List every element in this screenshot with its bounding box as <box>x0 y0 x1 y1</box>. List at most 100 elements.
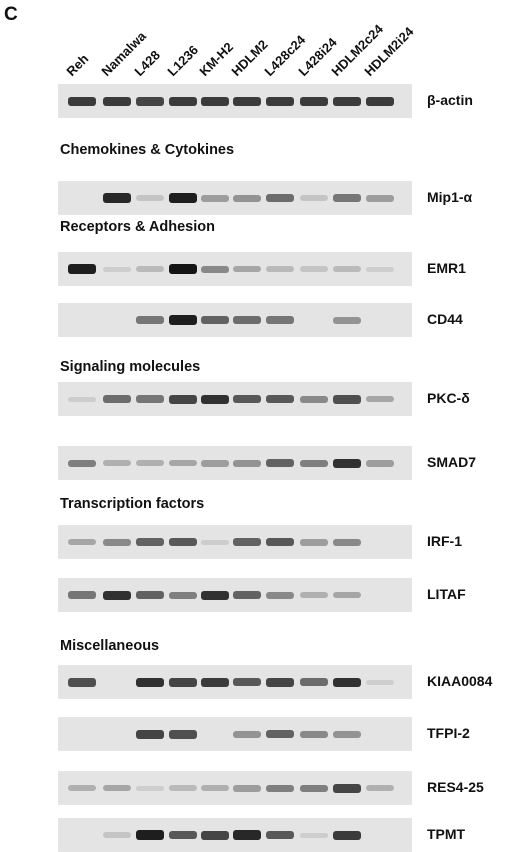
gel-band <box>300 678 328 686</box>
gel-band <box>233 784 261 792</box>
gel-band <box>103 538 131 546</box>
gel-band <box>300 784 328 792</box>
gel-band <box>300 266 328 272</box>
lane-label: KM-H2 <box>196 39 237 79</box>
panel-letter: C <box>4 4 18 25</box>
gel-band <box>201 830 229 840</box>
gel-band <box>266 194 294 202</box>
gel-band <box>233 538 261 546</box>
gel-band <box>266 677 294 687</box>
lane-label: L1236 <box>164 42 202 79</box>
gel-band <box>266 591 294 599</box>
gel-band <box>136 729 164 739</box>
gene-label: β-actin <box>427 92 473 108</box>
gel-band <box>366 459 394 467</box>
gel-band <box>136 460 164 466</box>
gel-band <box>201 677 229 687</box>
gel-band <box>103 96 131 106</box>
gene-label: SMAD7 <box>427 454 477 470</box>
gel-band <box>169 785 197 791</box>
gel-band <box>136 195 164 201</box>
gel-band <box>333 266 361 272</box>
gel-band <box>300 395 328 403</box>
gel-band <box>68 539 96 545</box>
gel-band <box>169 96 197 106</box>
gel-band <box>233 830 261 840</box>
gel-band <box>201 459 229 467</box>
gel-band <box>136 96 164 106</box>
gene-label: CD44 <box>427 311 463 327</box>
gene-label: LITAF <box>427 586 466 602</box>
gel-band <box>103 832 131 838</box>
gel-band <box>169 831 197 839</box>
gel-band <box>201 785 229 791</box>
gel-band <box>201 194 229 202</box>
gel-band <box>300 96 328 106</box>
gel-band <box>136 677 164 687</box>
gel-band <box>366 396 394 402</box>
gel-band <box>169 193 197 203</box>
gene-label: IRF-1 <box>427 533 462 549</box>
gel-band <box>333 538 361 546</box>
gel-band <box>266 96 294 106</box>
gel-band <box>201 316 229 324</box>
gel-band <box>333 194 361 202</box>
gel-band <box>68 96 96 106</box>
gel-band <box>68 396 96 402</box>
gel-band <box>233 678 261 686</box>
gel-band <box>300 592 328 598</box>
gel-band <box>201 539 229 545</box>
gel-band <box>233 96 261 106</box>
gel-band <box>136 830 164 840</box>
gel-band <box>333 830 361 840</box>
section-title-signaling: Signaling molecules <box>60 359 201 375</box>
gel-band <box>266 266 294 272</box>
gel-band <box>233 266 261 272</box>
gel-band <box>136 538 164 546</box>
gel-band <box>300 538 328 546</box>
gel-band <box>266 831 294 839</box>
gel-band <box>169 264 197 274</box>
gel-band <box>366 679 394 685</box>
gel-band <box>169 538 197 546</box>
gel-band <box>366 194 394 202</box>
gel-band <box>266 538 294 546</box>
gel-band <box>169 729 197 739</box>
gel-band <box>300 195 328 201</box>
gene-label: EMR1 <box>427 260 466 276</box>
gel-band <box>333 592 361 598</box>
gel-band <box>103 193 131 203</box>
gel-band <box>136 266 164 272</box>
section-title-misc: Miscellaneous <box>60 638 160 654</box>
gel-band <box>169 591 197 599</box>
section-title-transcription: Transcription factors <box>60 496 205 512</box>
gel-band <box>233 591 261 599</box>
gel-band <box>333 394 361 404</box>
gel-band <box>103 266 131 272</box>
lane-label: L428 <box>131 47 163 79</box>
lane-label: HDLM2 <box>228 36 271 79</box>
gel-band <box>366 785 394 791</box>
gel-band <box>68 459 96 467</box>
gel-band <box>300 730 328 738</box>
gel-band <box>233 395 261 403</box>
gel-band <box>103 590 131 600</box>
gel-band <box>169 394 197 404</box>
gel-band <box>266 784 294 792</box>
gel-band <box>300 459 328 467</box>
gel-band <box>169 677 197 687</box>
gel-band <box>233 459 261 467</box>
gel-band <box>103 460 131 466</box>
gel-band <box>333 316 361 324</box>
gene-label: RES4-25 <box>427 779 484 795</box>
gene-label: PKC-δ <box>427 390 470 406</box>
gel-band <box>201 96 229 106</box>
gel-band <box>201 394 229 404</box>
gel-band <box>103 395 131 403</box>
gel-band <box>136 591 164 599</box>
gel-band <box>169 315 197 325</box>
gel-band <box>201 265 229 273</box>
gel-band <box>366 96 394 106</box>
gel-band <box>68 677 96 687</box>
gene-label: TFPI-2 <box>427 725 470 741</box>
